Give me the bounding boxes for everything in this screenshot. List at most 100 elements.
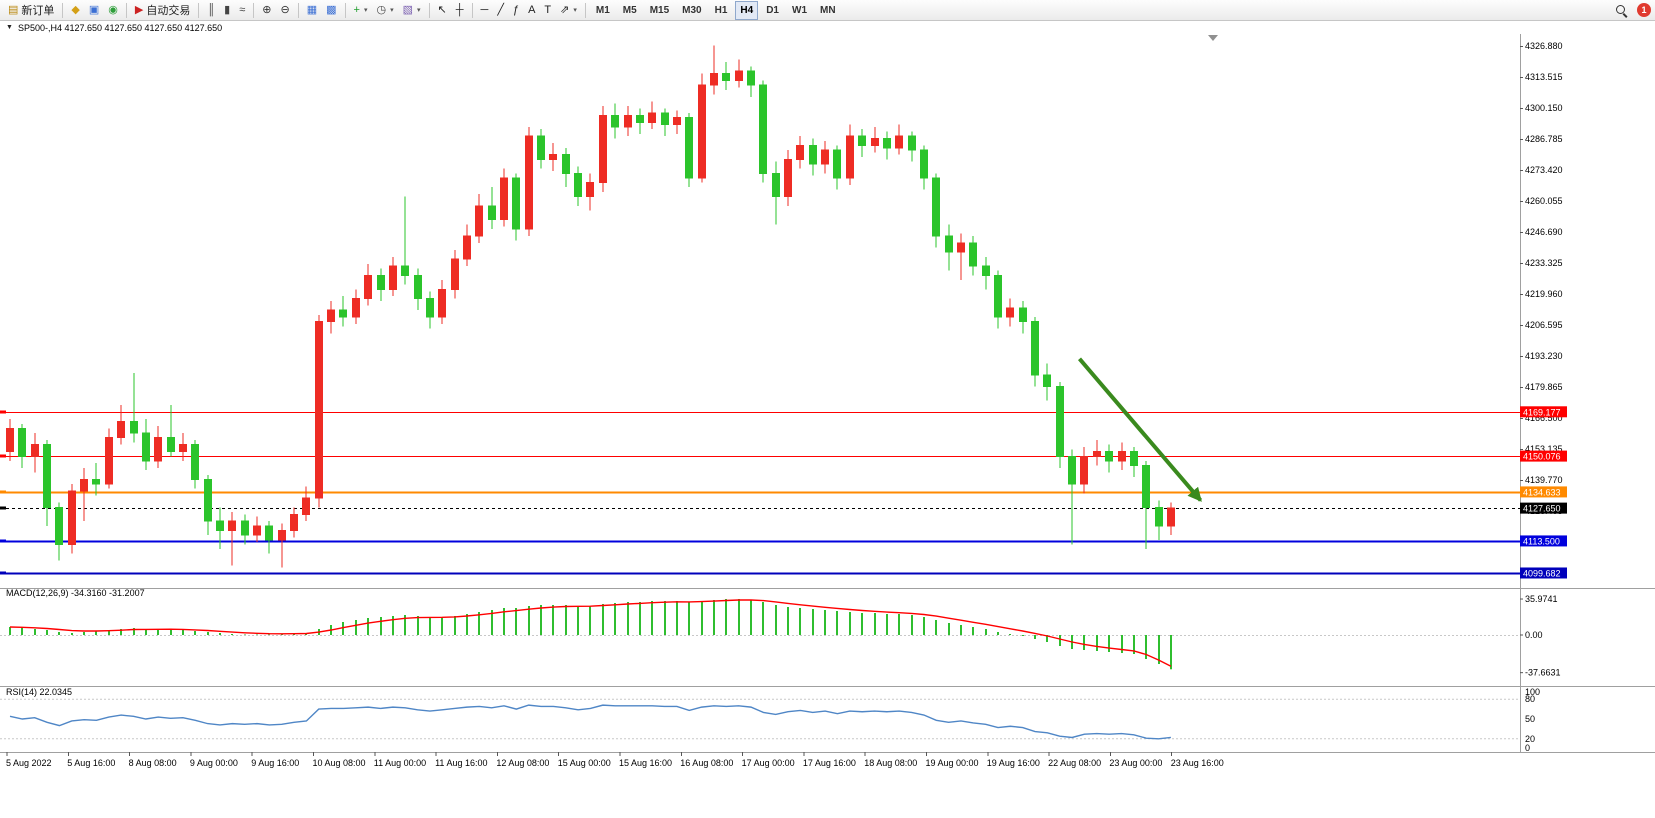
timeframe-button-m1[interactable]: M1 — [595, 4, 610, 16]
zoom-out-button[interactable]: ⊖ — [276, 0, 293, 20]
toolbar-separator — [428, 2, 430, 18]
toolbar-separator — [344, 2, 346, 18]
svg-text:19 Aug 16:00: 19 Aug 16:00 — [987, 758, 1040, 768]
svg-text:20: 20 — [1525, 734, 1535, 744]
svg-text:15 Aug 00:00: 15 Aug 00:00 — [558, 758, 611, 768]
price-axis: 4326.880 4313.515 4300.150 4286.785 4273.420… — [1520, 41, 1563, 578]
svg-text:12 Aug 08:00: 12 Aug 08:00 — [496, 758, 549, 768]
svg-text:4150.076: 4150.076 — [1523, 452, 1561, 462]
cascade-windows-button[interactable]: ▩ — [322, 0, 340, 20]
price-line-4134.633[interactable] — [0, 490, 1520, 494]
toolbar-separator — [297, 2, 299, 18]
main-toolbar: ▤ 新订单 ◆ ▣ ◉ ▶ 自动交易 ║ ▮ ≈ ⊕ ⊖ ▦ ▩ + ▾ ◷ ▾ ▧ ▾ ↖ ┼ ─ ╱ ƒ A T ⇗ ▾ M1 M5 M1… — [0, 0, 1655, 21]
svg-text:50: 50 — [1525, 714, 1535, 724]
svg-text:-37.6631: -37.6631 — [1525, 668, 1561, 678]
notification-badge[interactable]: 1 — [1637, 3, 1651, 17]
svg-text:35.9741: 35.9741 — [1525, 594, 1558, 604]
svg-text:4326.880: 4326.880 — [1525, 41, 1563, 51]
auto-trading-button[interactable]: ▶ 自动交易 — [131, 0, 194, 20]
cursor-button[interactable]: ↖ — [434, 0, 451, 20]
new-order-icon: ▤ — [8, 3, 19, 16]
svg-text:23 Aug 16:00: 23 Aug 16:00 — [1171, 758, 1224, 768]
price-line-4127.650[interactable] — [0, 506, 1520, 510]
search-button[interactable] — [1611, 0, 1632, 20]
bar-chart-button[interactable]: ║ — [203, 0, 219, 20]
line-chart-icon: ≈ — [239, 3, 246, 16]
svg-text:9 Aug 00:00: 9 Aug 00:00 — [190, 758, 238, 768]
bar-chart-icon: ║ — [207, 3, 216, 16]
svg-text:4260.055: 4260.055 — [1525, 196, 1563, 206]
plus-icon: + — [353, 3, 360, 16]
profiles-button[interactable]: ▣ — [85, 0, 103, 20]
line-chart-button[interactable]: ≈ — [235, 0, 249, 20]
svg-text:4153.135: 4153.135 — [1525, 444, 1563, 454]
svg-text:4273.420: 4273.420 — [1525, 165, 1563, 175]
market-watch-button[interactable]: ◆ — [67, 0, 83, 20]
timeframe-button-h4[interactable]: H4 — [735, 0, 759, 20]
trend-arrow-annotation[interactable] — [1077, 357, 1203, 502]
new-chart-button[interactable]: + ▾ — [350, 0, 372, 20]
panel-separators — [0, 34, 1655, 753]
price-line-4150.076[interactable] — [0, 454, 1520, 458]
toolbar-separator — [471, 2, 473, 18]
timeframe-button-mn[interactable]: MN — [820, 4, 836, 16]
templates-button[interactable]: ▧ ▾ — [399, 0, 425, 20]
chart-shift-marker[interactable] — [1208, 35, 1218, 41]
svg-text:15 Aug 16:00: 15 Aug 16:00 — [619, 758, 672, 768]
label-button[interactable]: T — [540, 0, 555, 20]
shapes-button[interactable]: ⇗ ▾ — [556, 0, 581, 20]
svg-text:10 Aug 08:00: 10 Aug 08:00 — [313, 758, 366, 768]
svg-text:4233.325: 4233.325 — [1525, 258, 1563, 268]
toolbar-separator — [125, 2, 127, 18]
time-axis: 5 Aug 2022 5 Aug 16:00 8 Aug 08:00 9 Aug 00… — [6, 752, 1224, 768]
price-line-4099.682[interactable] — [0, 571, 1520, 575]
rsi-label: RSI(14) 22.0345 — [6, 687, 73, 697]
clock-icon: ◷ — [376, 3, 387, 16]
zoom-in-button[interactable]: ⊕ — [258, 0, 275, 20]
timeframe-button-d1[interactable]: D1 — [766, 4, 779, 16]
svg-text:4127.650: 4127.650 — [1523, 504, 1561, 514]
fibonacci-button[interactable]: ƒ — [509, 0, 523, 20]
svg-text:17 Aug 00:00: 17 Aug 00:00 — [742, 758, 795, 768]
timeframe-button-m5[interactable]: M5 — [622, 4, 637, 16]
fibonacci-icon: ƒ — [512, 3, 520, 16]
svg-text:5 Aug 16:00: 5 Aug 16:00 — [67, 758, 115, 768]
dropdown-arrow-icon: ▾ — [390, 7, 394, 14]
svg-text:100: 100 — [1525, 687, 1540, 697]
zoom-out-icon: ⊖ — [280, 3, 290, 16]
svg-text:8 Aug 08:00: 8 Aug 08:00 — [129, 758, 177, 768]
candlestick-chart-button[interactable]: ▮ — [220, 0, 234, 20]
profiles-icon: ▣ — [88, 3, 100, 16]
svg-text:4134.633: 4134.633 — [1523, 487, 1561, 497]
tile-windows-button[interactable]: ▦ — [303, 0, 321, 20]
svg-text:4166.500: 4166.500 — [1525, 413, 1563, 423]
period-button[interactable]: ◷ ▾ — [372, 0, 397, 20]
cursor-icon: ↖ — [437, 3, 447, 16]
horizontal-line-button[interactable]: ─ — [477, 0, 493, 20]
arrow-shape-icon: ⇗ — [560, 3, 570, 16]
timeframe-button-w1[interactable]: W1 — [792, 4, 807, 16]
svg-text:4313.515: 4313.515 — [1525, 72, 1563, 82]
svg-text:5 Aug 2022: 5 Aug 2022 — [6, 758, 52, 768]
timeframe-button-m30[interactable]: M30 — [682, 4, 702, 16]
dropdown-arrow-icon: ▾ — [573, 7, 577, 14]
one-click-trading-toggle[interactable]: ▼ — [6, 24, 13, 31]
toolbar-separator — [253, 2, 255, 18]
text-button[interactable]: A — [524, 0, 539, 20]
chart-canvas[interactable]: 4326.880 4313.515 4300.150 4286.785 4273.420… — [0, 34, 1655, 818]
chart-title-bar: ▼ SP500-,H4 4127.650 4127.650 4127.650 4… — [0, 21, 1526, 34]
cascade-windows-icon: ▩ — [326, 3, 337, 16]
new-order-button[interactable]: ▤ 新订单 — [4, 0, 58, 20]
price-line-4113.500[interactable] — [0, 539, 1520, 543]
trendline-button[interactable]: ╱ — [493, 0, 508, 20]
toolbar-separator — [62, 2, 64, 18]
macd-panel: 35.9741 0.00 -37.6631 — [0, 594, 1561, 678]
crosshair-button[interactable]: ┼ — [452, 0, 468, 20]
timeframe-button-m15[interactable]: M15 — [649, 4, 670, 16]
news-button[interactable]: ◉ — [104, 0, 122, 20]
svg-text:4113.500: 4113.500 — [1523, 536, 1560, 546]
price-line-4169.177[interactable] — [0, 410, 1520, 414]
svg-text:16 Aug 08:00: 16 Aug 08:00 — [680, 758, 733, 768]
timeframe-button-h1[interactable]: H1 — [714, 4, 728, 16]
